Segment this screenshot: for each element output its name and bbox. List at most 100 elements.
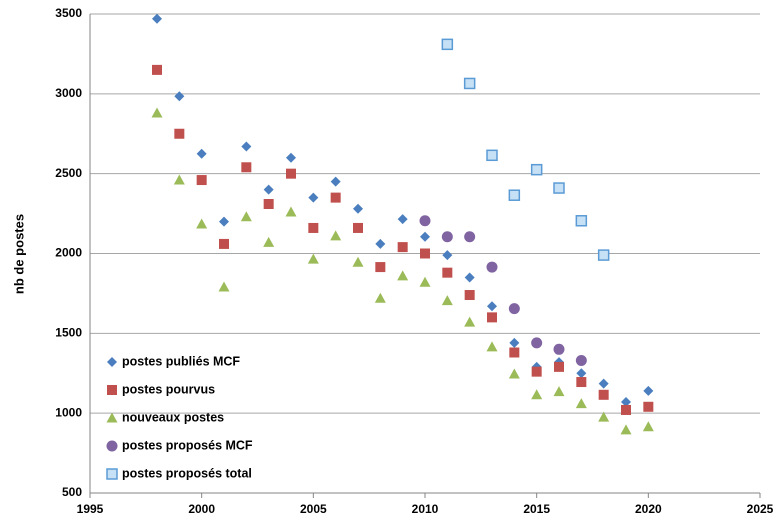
- legend-marker: [107, 357, 117, 367]
- marker: [263, 236, 275, 247]
- marker: [620, 424, 632, 435]
- x-tick-label: 2025: [747, 502, 774, 516]
- marker: [486, 341, 498, 352]
- y-tick-label: 1000: [55, 405, 82, 419]
- marker: [263, 199, 274, 210]
- marker: [375, 262, 386, 273]
- marker: [598, 378, 609, 389]
- marker: [152, 13, 162, 24]
- marker: [487, 301, 497, 312]
- y-tick-label: 2000: [55, 246, 82, 260]
- legend-marker: [106, 440, 118, 452]
- marker: [286, 152, 296, 163]
- legend-label: postes publiés MCF: [122, 354, 240, 368]
- marker: [173, 174, 185, 185]
- marker: [420, 248, 430, 259]
- marker: [508, 368, 520, 379]
- marker: [353, 222, 363, 233]
- marker: [419, 276, 431, 287]
- marker: [575, 398, 587, 409]
- marker: [530, 163, 543, 176]
- marker: [643, 401, 654, 412]
- marker: [531, 337, 543, 349]
- marker: [441, 295, 453, 306]
- marker: [486, 261, 498, 273]
- marker: [196, 218, 208, 229]
- marker: [598, 389, 609, 400]
- legend-marker: [106, 412, 118, 423]
- marker: [152, 64, 162, 75]
- x-tick-label: 2015: [523, 502, 550, 516]
- y-tick-label: 3500: [55, 6, 82, 20]
- marker: [553, 182, 565, 194]
- marker: [285, 206, 297, 217]
- marker: [219, 216, 229, 227]
- marker: [419, 215, 431, 227]
- marker: [553, 386, 565, 397]
- x-tick-label: 2005: [300, 502, 327, 516]
- marker: [307, 253, 319, 264]
- marker: [553, 343, 565, 355]
- marker: [442, 250, 453, 261]
- marker: [486, 149, 498, 162]
- marker: [219, 238, 229, 249]
- marker: [643, 385, 654, 396]
- marker: [441, 38, 454, 51]
- marker: [464, 272, 475, 283]
- marker: [441, 231, 453, 243]
- marker: [508, 189, 521, 201]
- legend-label: postes pourvus: [122, 382, 215, 396]
- marker: [308, 222, 319, 233]
- marker: [308, 192, 319, 203]
- x-tick-label: 1995: [77, 502, 104, 516]
- marker: [420, 231, 430, 242]
- marker: [464, 316, 476, 327]
- marker: [531, 366, 542, 377]
- marker: [509, 347, 520, 358]
- x-tick-label: 2010: [412, 502, 439, 516]
- marker: [554, 361, 564, 372]
- marker: [286, 168, 296, 179]
- marker: [241, 141, 252, 152]
- marker: [464, 231, 476, 243]
- y-tick-label: 500: [62, 485, 82, 499]
- marker: [174, 128, 185, 139]
- y-axis-label: nb de postes: [11, 214, 26, 294]
- legend-label: nouveaux postes: [122, 410, 224, 424]
- y-tick-label: 3000: [55, 86, 82, 100]
- marker: [576, 368, 587, 379]
- marker: [575, 215, 588, 227]
- x-tick-label: 2000: [188, 502, 215, 516]
- marker: [508, 303, 520, 315]
- marker: [397, 242, 408, 253]
- legend-marker: [107, 385, 117, 395]
- marker: [463, 77, 476, 90]
- marker: [642, 421, 654, 432]
- marker: [531, 389, 543, 400]
- x-tick-label: 2020: [635, 502, 662, 516]
- marker: [330, 192, 341, 203]
- marker: [196, 148, 207, 159]
- marker: [240, 211, 252, 222]
- legend-marker: [106, 468, 118, 480]
- marker: [575, 354, 587, 366]
- marker: [174, 91, 185, 102]
- marker: [330, 176, 341, 187]
- marker: [621, 404, 631, 415]
- marker: [353, 203, 363, 214]
- marker: [621, 396, 631, 407]
- marker: [263, 184, 274, 195]
- marker: [218, 281, 230, 292]
- legend-label: postes proposés MCF: [122, 438, 253, 452]
- y-tick-label: 2500: [55, 166, 82, 180]
- marker: [487, 312, 497, 323]
- y-tick-label: 1500: [55, 326, 82, 340]
- marker: [330, 230, 342, 241]
- marker: [464, 290, 475, 301]
- marker: [196, 175, 207, 186]
- marker: [509, 337, 520, 348]
- marker: [397, 214, 408, 225]
- marker: [597, 249, 610, 261]
- marker: [374, 292, 386, 303]
